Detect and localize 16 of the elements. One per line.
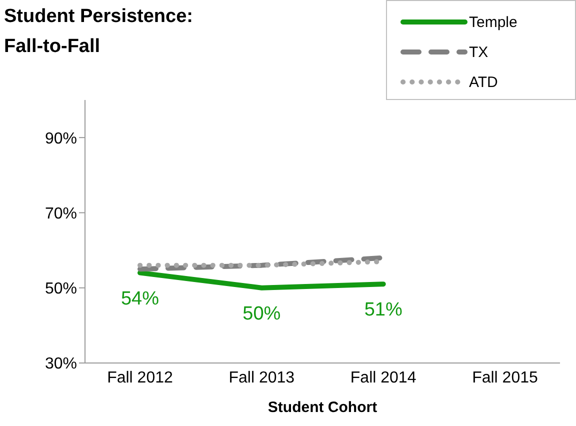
legend-label: TX bbox=[469, 44, 488, 60]
y-tick-label: 90% bbox=[44, 130, 77, 148]
x-tick-label: Fall 2012 bbox=[107, 369, 174, 386]
chart-title: Student Persistence: Fall-to-Fall bbox=[4, 5, 193, 59]
y-tick-label: 70% bbox=[44, 205, 77, 222]
data-label: 50% bbox=[242, 303, 281, 324]
x-tick-label: Fall 2014 bbox=[350, 369, 416, 386]
y-tick-label: 30% bbox=[44, 356, 77, 373]
x-axis-title: Student Cohort bbox=[268, 399, 378, 416]
legend-label: Temple bbox=[469, 14, 518, 30]
legend-label: ATD bbox=[469, 74, 498, 90]
x-tick-label: Fall 2015 bbox=[472, 369, 538, 386]
x-tick-label: Fall 2013 bbox=[228, 369, 295, 386]
data-label: 54% bbox=[120, 288, 160, 310]
data-label: 51% bbox=[364, 300, 402, 321]
y-tick-label: 50% bbox=[44, 280, 77, 298]
